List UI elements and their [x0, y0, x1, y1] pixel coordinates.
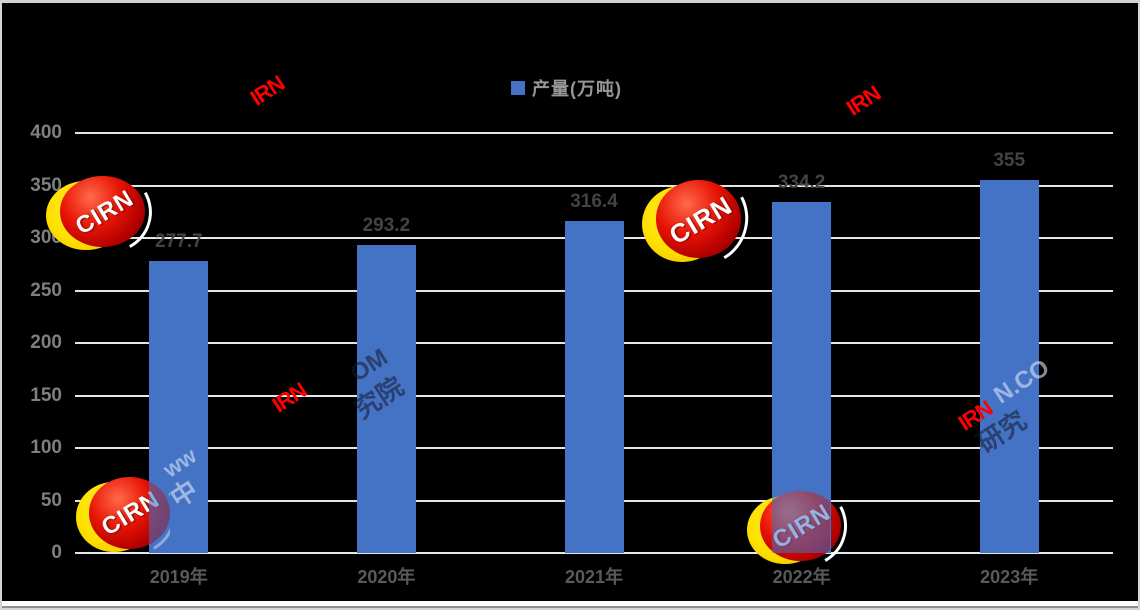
category-label: 2023年: [980, 567, 1039, 587]
bar: [564, 220, 624, 553]
bar: [979, 180, 1039, 553]
cirn-logo-watermark: CIRN: [770, 491, 830, 563]
bar-value-label: 316.4: [570, 190, 618, 212]
cirn-logo-red-sphere: [148, 477, 170, 549]
bar: [149, 261, 209, 553]
bar-value-label: 293.2: [362, 215, 411, 237]
category-label: 2020年: [357, 567, 416, 587]
gridline: [75, 552, 1113, 554]
cirn-logo-red-sphere: [655, 180, 741, 258]
y-axis-label: 400: [30, 122, 62, 143]
bar-value-label: 355: [993, 150, 1026, 172]
cirn-logo-watermark: CIRN: [46, 159, 162, 264]
cirn-logo-watermark: CIRN: [148, 477, 170, 551]
cirn-logo-red-sphere: [59, 176, 145, 247]
cirn-logo-yellow-crescent: [148, 482, 152, 551]
y-axis-label: 200: [30, 332, 62, 353]
bar: [356, 245, 416, 553]
y-axis-label: 50: [40, 489, 62, 511]
y-axis-label: 150: [30, 384, 62, 406]
gridline: [75, 184, 1113, 187]
legend-swatch: [511, 81, 525, 95]
gridline: [75, 132, 1113, 134]
bar-value-label: 334.2: [777, 172, 826, 194]
legend-label: 产量(万吨): [532, 79, 622, 99]
y-axis-label: 100: [30, 437, 62, 458]
category-label: 2019年: [149, 567, 208, 587]
bottom-border-strip: [2, 601, 1138, 608]
category-label: 2021年: [564, 567, 624, 587]
legend: 产量(万吨): [511, 75, 622, 101]
cirn-logo-red-sphere: [770, 491, 830, 561]
cirn-logo-yellow-crescent: [770, 496, 823, 563]
bar-value-label: 277.7: [155, 231, 203, 253]
bar: [772, 202, 832, 553]
y-axis-label: 250: [30, 279, 62, 301]
y-axis-label: 0: [51, 542, 62, 563]
cirn-logo-watermark: CIRN: [642, 163, 759, 275]
category-label: 2022年: [772, 567, 831, 587]
y-axis-label: 350: [30, 174, 62, 196]
